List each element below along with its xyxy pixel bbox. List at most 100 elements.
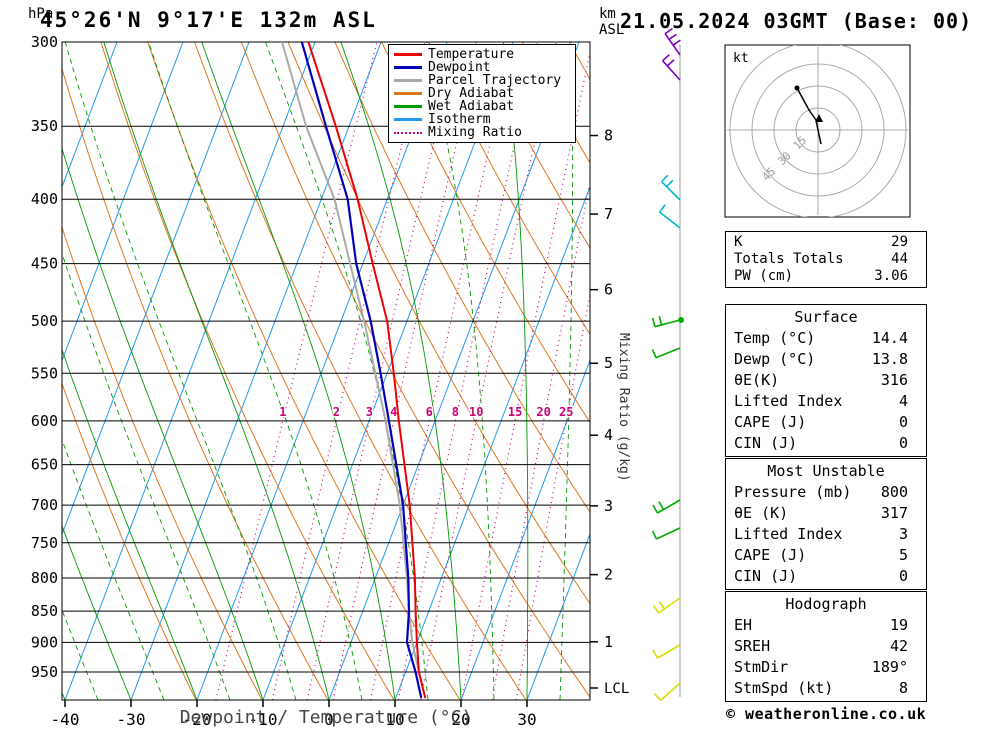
- wind-barb-icon: [662, 54, 681, 81]
- legend-label: Mixing Ratio: [428, 125, 522, 140]
- wind-barb-icon: [652, 597, 681, 614]
- legend-item-wet-adiabat: Wet Adiabat: [394, 99, 570, 114]
- pressure-tick-label: 700: [31, 496, 58, 514]
- stat-row: Lifted Index 3: [726, 524, 926, 545]
- km-tick-label: 2: [604, 566, 613, 584]
- temp-tick-label: -30: [117, 710, 146, 729]
- stat-label: CAPE (J): [734, 413, 807, 431]
- stat-row: CIN (J) 0: [726, 566, 926, 587]
- temp-tick-label: -10: [249, 710, 278, 729]
- stat-label: K: [734, 234, 743, 250]
- stat-label: CIN (J): [734, 567, 798, 585]
- stat-row: CAPE (J) 0: [726, 412, 926, 433]
- stat-value: 14.4: [871, 329, 908, 347]
- parcel-trajectory-line-icon: [394, 79, 422, 82]
- mixing-ratio-value-label: 2: [333, 405, 340, 419]
- stat-row: SREH 42: [726, 636, 926, 657]
- storm-motion-marker: [815, 114, 823, 122]
- temp-tick-label: -40: [51, 710, 80, 729]
- km-tick-label: 8: [604, 127, 613, 145]
- table-title: Hodograph: [785, 595, 867, 613]
- km-tick-label: 7: [604, 205, 613, 223]
- temperature-line-icon: [394, 53, 422, 56]
- stat-label: Lifted Index: [734, 525, 843, 543]
- pressure-tick-label: 600: [31, 412, 58, 430]
- pressure-tick-label: 950: [31, 663, 58, 681]
- mixing-ratio-value-label: 8: [452, 405, 459, 419]
- legend: Temperature Dewpoint Parcel Trajectory Dry …: [388, 44, 576, 143]
- pressure-tick-label: 300: [31, 33, 58, 51]
- stat-label: PW (cm): [734, 268, 794, 284]
- wind-barb-icon: [661, 174, 681, 201]
- stat-value: 13.8: [871, 350, 908, 368]
- datetime-title: 21.05.2024 03GMT (Base: 00): [620, 9, 973, 33]
- table-indices: K 29 Totals Totals 44 PW (cm) 3.06: [725, 231, 927, 288]
- dewpoint-curve: [300, 42, 423, 699]
- stat-value: 0: [898, 434, 908, 452]
- dewpoint-line-icon: [394, 66, 422, 69]
- table-most-unstable: Most Unstable Pressure (mb) 800 θE (K) 317 Li…: [725, 458, 927, 590]
- wind-barb-icon: [652, 644, 681, 659]
- stat-label: CIN (J): [734, 434, 798, 452]
- stat-label: Pressure (mb): [734, 483, 852, 501]
- stat-row: θE (K) 317: [726, 503, 926, 524]
- stat-row: StmDir 189°: [726, 657, 926, 678]
- legend-item-parcel-trajectory: Parcel Trajectory: [394, 73, 570, 88]
- stat-value: 4: [898, 392, 908, 410]
- temp-tick-label: 20: [451, 710, 470, 729]
- pressure-tick-label: 800: [31, 569, 58, 587]
- stat-value: 29: [891, 234, 908, 250]
- stat-label: Temp (°C): [734, 329, 816, 347]
- mixing-ratio-value-label: 10: [469, 405, 483, 419]
- hodograph-unit-label: kt: [733, 51, 749, 66]
- legend-label: Wet Adiabat: [428, 99, 515, 114]
- mixing-ratio-value-label: 15: [508, 405, 522, 419]
- stat-row: K 29: [726, 234, 926, 251]
- legend-label: Isotherm: [428, 112, 491, 127]
- wind-barb-column: [651, 27, 684, 701]
- temp-tick-label: 10: [385, 710, 404, 729]
- stat-label: EH: [734, 616, 753, 634]
- km-tick-label: 3: [604, 497, 613, 515]
- stat-value: 3: [898, 525, 908, 543]
- km-tick-label: 5: [604, 354, 613, 372]
- legend-label: Dry Adiabat: [428, 86, 515, 101]
- mixing-ratio-value-label: 6: [426, 405, 433, 419]
- wind-barb-icon: [651, 315, 684, 328]
- wet-adiabat-line-icon: [394, 105, 422, 108]
- stat-label: Lifted Index: [734, 392, 843, 410]
- pressure-tick-label: 350: [31, 117, 58, 135]
- wind-barb-icon: [651, 347, 681, 359]
- stat-row: EH 19: [726, 615, 926, 636]
- km-unit-line1: km: [599, 6, 616, 22]
- temperature-curve: [307, 42, 427, 699]
- stat-value: 317: [880, 504, 908, 522]
- legend-label: Parcel Trajectory: [428, 73, 562, 88]
- km-tick-label: 1: [604, 633, 613, 651]
- table-hodograph: Hodograph EH 19 SREH 42 StmDir 189° StmSpd (kt)…: [725, 591, 927, 702]
- stat-value: 189°: [871, 658, 908, 676]
- stat-row: CIN (J) 0: [726, 433, 926, 454]
- stat-value: 3.06: [874, 268, 908, 284]
- stat-label: θE(K): [734, 371, 780, 389]
- stat-value: 42: [889, 637, 908, 655]
- isotherm-line-icon: [394, 118, 422, 121]
- stat-value: 800: [880, 483, 908, 501]
- stat-label: Dewp (°C): [734, 350, 816, 368]
- stat-label: CAPE (J): [734, 546, 807, 564]
- km-unit-line2: ASL: [599, 22, 625, 38]
- stat-row: StmSpd (kt) 8: [726, 678, 926, 699]
- stat-value: 5: [898, 546, 908, 564]
- lcl-label: LCL: [604, 681, 629, 697]
- mixing-ratio-value-label: 20: [536, 405, 550, 419]
- x-axis-label: Dewpoint / Temperature (°C): [179, 707, 473, 728]
- km-axis-unit-label: km ASL: [599, 6, 624, 38]
- pressure-tick-label: 500: [31, 312, 58, 330]
- wind-barb-icon: [654, 682, 681, 701]
- mixing-ratio-value-label: 25: [559, 405, 573, 419]
- stat-label: SREH: [734, 637, 771, 655]
- stat-row: Temp (°C) 14.4: [726, 328, 926, 349]
- stat-value: 8: [898, 679, 908, 697]
